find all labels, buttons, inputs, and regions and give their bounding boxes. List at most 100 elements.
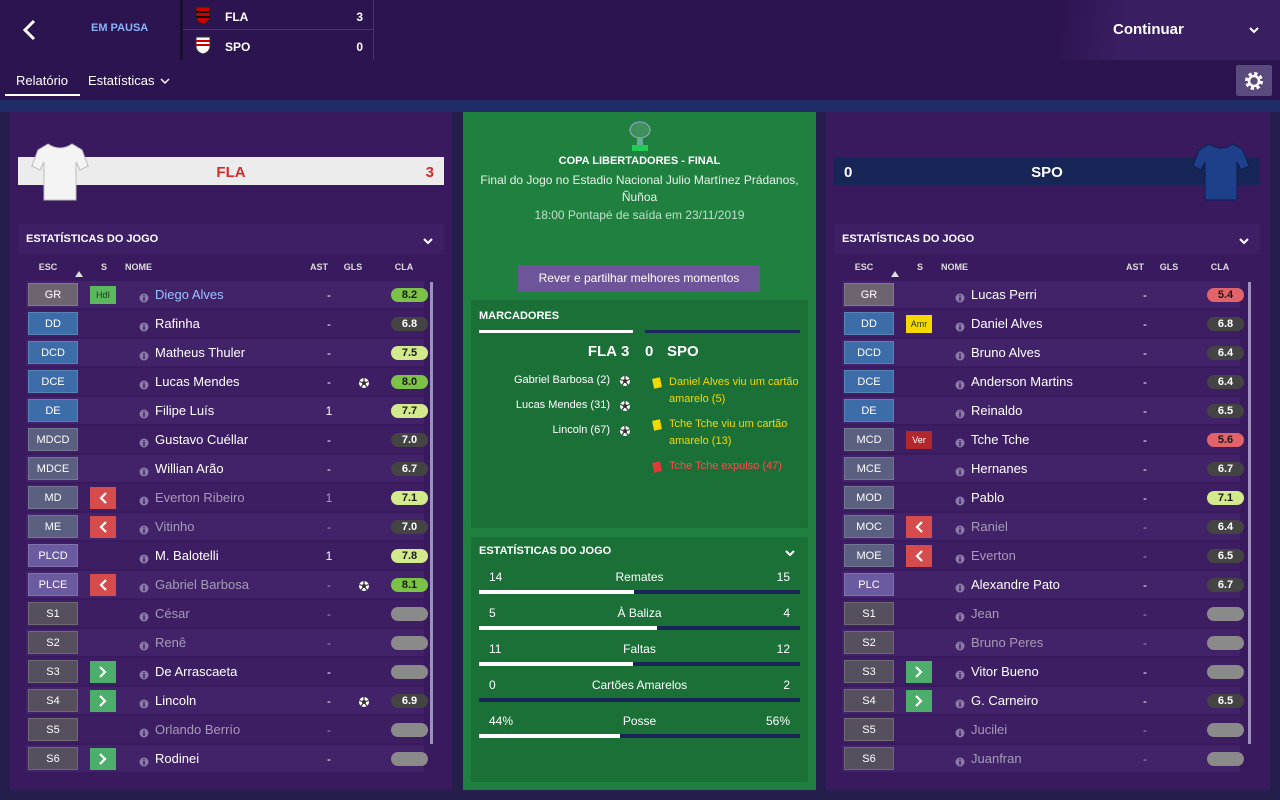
player-name[interactable]: Everton [971,548,1016,563]
player-name[interactable]: M. Balotelli [155,548,219,563]
player-row[interactable]: S5 Orlando Berrío - - [26,716,428,743]
player-row[interactable]: S6 Rodinei - - [26,745,428,772]
player-row[interactable]: GR HdI Diego Alves - 8.2 [26,281,428,308]
player-name[interactable]: Rodinei [155,751,200,766]
player-name[interactable]: Anderson Martins [971,374,1073,389]
player-name[interactable]: Juanfran [971,751,1022,766]
player-name[interactable]: Jean [971,606,1000,621]
tab[interactable]: Relatório [16,73,69,88]
player-row[interactable]: S4 Lincoln - 6.9 [26,687,428,714]
player-row[interactable]: DCD Bruno Alves - 6.4 [842,339,1244,366]
player-row[interactable]: DD Amr Daniel Alves - 6.8 [842,310,1244,337]
rating-badge: 7.5 [391,346,428,360]
icon-part [637,137,643,145]
player-name[interactable]: Daniel Alves [971,316,1043,331]
player-row[interactable]: MCD Ver Tche Tche - 5.6 [842,426,1244,453]
icon-part [362,700,366,704]
team-bar: FLA 3 [18,157,444,185]
column-header[interactable]: AST [1126,262,1144,272]
player-name[interactable]: Orlando Berrío [155,722,241,737]
player-row[interactable]: PLCD M. Balotelli 1 7.8 [26,542,428,569]
icon-part [915,666,923,678]
player-row[interactable]: DE Filipe Luís 1 7.7 [26,397,428,424]
player-row[interactable]: S2 Renê - - [26,629,428,656]
player-name[interactable]: Bruno Peres [971,635,1044,650]
player-row[interactable]: S1 Jean - - [842,600,1244,627]
column-header[interactable]: ESC [854,262,874,272]
continue-button[interactable]: Continuar [1060,0,1280,60]
player-row[interactable]: S6 Juanfran - - [842,745,1244,772]
column-header[interactable]: NOME [125,262,152,272]
column-header[interactable]: GLS [1159,262,1179,272]
player-name[interactable]: Gustavo Cuéllar [155,432,249,447]
player-row[interactable]: S3 Vitor Bueno - - [842,658,1244,685]
icon-part [959,674,961,678]
player-row[interactable]: S1 César - - [26,600,428,627]
player-name[interactable]: Hernanes [971,461,1028,476]
player-row[interactable]: DE Reinaldo - 6.5 [842,397,1244,424]
column-header[interactable]: CLA [1210,262,1230,272]
player-name[interactable]: G. Carneiro [971,693,1039,708]
player-name[interactable]: César [155,606,190,621]
stat-bar-away [479,698,800,702]
column-header[interactable]: GLS [343,262,363,272]
player-row[interactable]: GR Lucas Perri - 5.4 [842,281,1244,308]
player-name[interactable]: Pablo [971,490,1005,505]
player-row[interactable]: MDCD Gustavo Cuéllar - 7.0 [26,426,428,453]
player-name[interactable]: Tche Tche [971,432,1030,447]
player-row[interactable]: S5 Jucilei - - [842,716,1244,743]
tab[interactable]: Estatísticas [88,73,155,88]
player-name[interactable]: Everton Ribeiro [155,490,245,505]
player-row[interactable]: DCD Matheus Thuler - 7.5 [26,339,428,366]
player-row[interactable]: MD Everton Ribeiro 1 7.1 [26,484,428,511]
column-header[interactable]: CLA [394,262,414,272]
icon-part [959,529,961,533]
player-row[interactable]: DCE Anderson Martins - 6.4 [842,368,1244,395]
player-name[interactable]: Bruno Alves [971,345,1041,360]
player-row[interactable]: DD Rafinha - 6.8 [26,310,428,337]
column-header[interactable]: NOME [941,262,968,272]
player-name[interactable]: Reinaldo [971,403,1023,418]
player-name[interactable]: Lincoln [155,693,197,708]
player-row[interactable]: DCE Lucas Mendes - 8.0 [26,368,428,395]
column-header[interactable]: AST [310,262,328,272]
team-crest [193,35,213,60]
player-name[interactable]: Rafinha [155,316,200,331]
column-header[interactable]: ESC [38,262,58,272]
player-name[interactable]: Jucilei [971,722,1008,737]
player-row[interactable]: PLCE Gabriel Barbosa - 8.1 [26,571,428,598]
player-row[interactable]: MDCE Willian Arão - 6.7 [26,455,428,482]
player-name[interactable]: Diego Alves [155,287,224,302]
player-name[interactable]: Vitor Bueno [971,664,1039,679]
player-name[interactable]: Filipe Luís [155,403,215,418]
player-name[interactable]: Gabriel Barbosa [155,577,249,592]
assists: - [1143,723,1147,737]
icon-part [915,695,923,707]
player-row[interactable]: MCE Hernanes - 6.7 [842,455,1244,482]
home-panel: FLA 3 ESTATÍSTICAS DO JOGO ESC S NOME AST GLS CL… [10,112,452,790]
player-name[interactable]: Willian Arão [155,461,224,476]
player-row[interactable]: S3 De Arrascaeta - - [26,658,428,685]
back-button[interactable] [20,18,40,42]
player-row[interactable]: MOD Pablo - 7.1 [842,484,1244,511]
column-header[interactable]: S [100,262,107,272]
settings-button[interactable] [1236,65,1272,96]
player-row[interactable]: PLC Alexandre Pato - 6.7 [842,571,1244,598]
player-name[interactable]: Renê [155,635,187,650]
player-row[interactable]: S4 G. Carneiro - 6.5 [842,687,1244,714]
player-name[interactable]: De Arrascaeta [155,664,238,679]
highlights-button[interactable]: Rever e partilhar melhores momentos [518,265,760,292]
player-name[interactable]: Raniel [971,519,1008,534]
player-name[interactable]: Lucas Mendes [155,374,240,389]
player-name[interactable]: Matheus Thuler [155,345,246,360]
player-row[interactable]: ME Vitinho - 7.0 [26,513,428,540]
player-row[interactable]: MOE Everton - 6.5 [842,542,1244,569]
status-badge: HdI [90,286,116,304]
player-row[interactable]: S2 Bruno Peres - - [842,629,1244,656]
player-row[interactable]: MOC Raniel - 6.4 [842,513,1244,540]
player-name[interactable]: Vitinho [155,519,195,534]
column-header[interactable]: S [916,262,923,272]
player-name[interactable]: Lucas Perri [971,287,1037,302]
team-score: 3 [425,164,434,181]
player-name[interactable]: Alexandre Pato [971,577,1060,592]
